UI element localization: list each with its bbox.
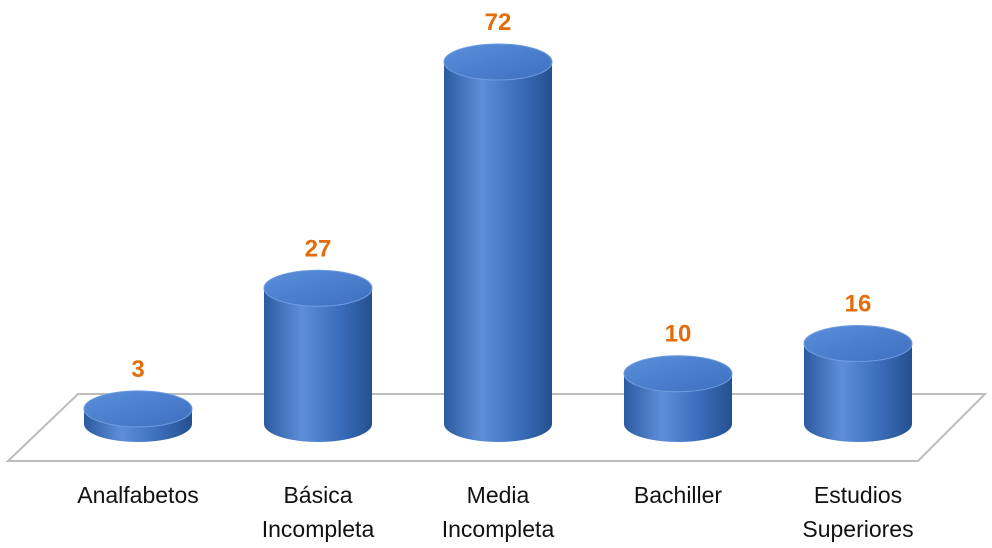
- bar: [623, 355, 733, 442]
- bar-top: [83, 390, 193, 428]
- bar-top: [803, 325, 913, 363]
- value-label: 3: [131, 356, 144, 383]
- bar: [263, 269, 373, 442]
- bar-body: [624, 373, 732, 442]
- bar-body: [804, 343, 912, 442]
- x-tick-label: Estudios Superiores: [802, 482, 913, 542]
- x-tick-label: Básica Incompleta: [262, 482, 375, 542]
- value-label: 27: [305, 235, 332, 262]
- x-tick-label: Bachiller: [634, 482, 723, 508]
- bar: [83, 390, 193, 442]
- bar-body: [264, 288, 372, 442]
- bar-top: [263, 269, 373, 307]
- x-tick-label: Analfabetos: [77, 482, 198, 508]
- value-label: 72: [485, 9, 512, 36]
- x-tick-label: Media Incompleta: [442, 482, 555, 542]
- bar-top: [623, 355, 733, 393]
- bar: [803, 325, 913, 442]
- bar-top: [443, 43, 553, 81]
- bar-body: [444, 62, 552, 442]
- value-label: 10: [665, 321, 692, 348]
- bar: [443, 43, 553, 442]
- value-label: 16: [845, 291, 872, 318]
